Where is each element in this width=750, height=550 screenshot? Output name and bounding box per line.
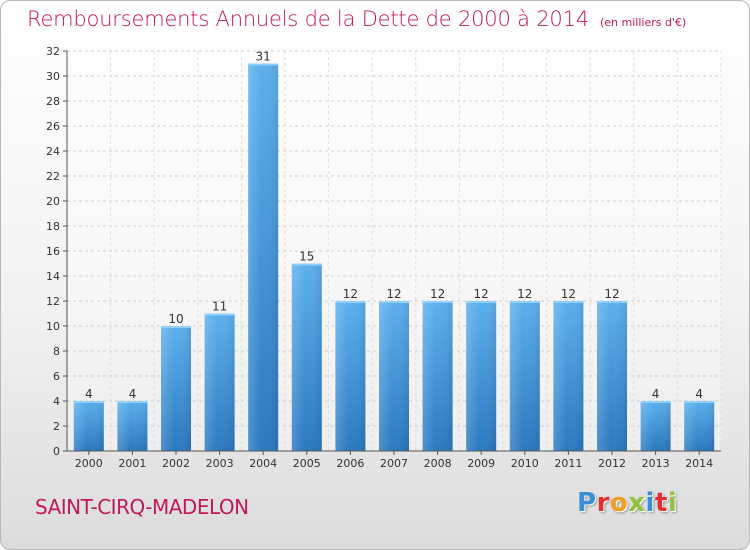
x-tick-label: 2001 <box>118 457 146 470</box>
data-label: 12 <box>386 287 401 301</box>
data-label: 12 <box>430 287 445 301</box>
y-tick-label: 8 <box>53 345 60 358</box>
x-tick-label: 2005 <box>293 457 321 470</box>
bar-cap <box>248 63 279 66</box>
x-tick-label: 2013 <box>642 457 670 470</box>
bar-cap <box>291 263 322 266</box>
x-tick-label: 2012 <box>598 457 626 470</box>
bar-cap <box>684 401 715 403</box>
data-label: 12 <box>561 287 576 301</box>
y-tick-label: 16 <box>46 245 60 258</box>
bar-cap <box>640 401 671 403</box>
data-label: 31 <box>256 50 271 64</box>
x-tick-label: 2007 <box>380 457 408 470</box>
x-tick-label: 2000 <box>75 457 103 470</box>
bar-cap <box>335 301 366 303</box>
x-tick-label: 2011 <box>554 457 582 470</box>
bar-shine <box>684 401 715 451</box>
chart-title: Remboursements Annuels de la Dette de 20… <box>27 7 686 31</box>
data-label: 12 <box>343 287 358 301</box>
bar-cap <box>422 301 453 303</box>
bar-shine <box>161 326 191 451</box>
bar-shine <box>509 301 540 451</box>
y-tick-label: 6 <box>53 370 60 383</box>
bar-shine <box>422 301 453 451</box>
x-tick-label: 2002 <box>162 457 190 470</box>
y-tick-label: 12 <box>46 295 60 308</box>
bar-shine <box>466 301 497 451</box>
y-tick-label: 0 <box>53 445 60 458</box>
bars: 4 4 10 11 31 15 12 12 12 12 12 12 12 4 4 <box>73 50 715 451</box>
x-tick-label: 2014 <box>685 457 713 470</box>
y-tick-label: 20 <box>46 195 60 208</box>
y-tick-label: 10 <box>46 320 60 333</box>
bar-cap <box>553 301 584 303</box>
y-tick-label: 14 <box>46 270 60 283</box>
data-label: 10 <box>168 312 183 326</box>
x-tick-label: 2008 <box>424 457 452 470</box>
data-label: 4 <box>652 387 660 401</box>
bar-cap <box>509 301 540 303</box>
x-tick-label: 2010 <box>511 457 539 470</box>
y-tick-label: 2 <box>53 420 60 433</box>
bar-shine <box>335 301 366 451</box>
logo-letter: P <box>577 488 597 518</box>
y-tick-label: 24 <box>46 145 60 158</box>
data-label: 11 <box>212 300 227 314</box>
data-label: 12 <box>474 287 489 301</box>
y-tick-label: 26 <box>46 120 60 133</box>
bar-shine <box>553 301 584 451</box>
town-name: SAINT-CIRQ-MADELON <box>35 495 249 519</box>
logo-letter: i <box>667 488 678 518</box>
x-tick-label: 2004 <box>249 457 277 470</box>
bar-shine <box>379 301 409 451</box>
data-label: 12 <box>517 287 532 301</box>
y-tick-label: 30 <box>46 70 60 83</box>
x-tick-label: 2003 <box>206 457 234 470</box>
data-label: 4 <box>695 387 703 401</box>
y-tick-label: 28 <box>46 95 60 108</box>
bar-shine <box>640 401 671 451</box>
y-tick-label: 32 <box>46 45 60 58</box>
bar-shine <box>248 63 279 451</box>
logo-letter: x <box>628 488 646 518</box>
data-label: 12 <box>604 287 619 301</box>
data-label: 4 <box>85 387 93 401</box>
bar-shine <box>73 401 104 451</box>
x-tick-label: 2009 <box>467 457 495 470</box>
data-label: 4 <box>129 387 137 401</box>
y-tick-label: 22 <box>46 170 60 183</box>
chart-title-main: Remboursements Annuels de la Dette de 20… <box>27 7 589 31</box>
bar-cap <box>73 401 104 403</box>
bar-shine <box>291 263 322 451</box>
x-tick-label: 2006 <box>336 457 364 470</box>
bar-cap <box>466 301 497 303</box>
proxiti-logo: Proxiti <box>577 488 677 518</box>
bar-shine <box>117 401 148 451</box>
bar-cap <box>204 313 235 316</box>
logo-letter: i <box>645 488 655 518</box>
logo-letter: t <box>654 488 668 518</box>
logo-letter: o <box>609 488 629 518</box>
bar-cap <box>161 326 191 328</box>
bar-cap <box>117 401 148 403</box>
logo-letter: r <box>596 488 610 518</box>
data-label: 15 <box>299 250 314 264</box>
bar-cap <box>379 301 409 303</box>
bar-cap <box>597 301 627 303</box>
bar-shine <box>597 301 627 451</box>
y-tick-label: 4 <box>53 395 60 408</box>
chart-title-unit: (en milliers d'€) <box>600 16 687 29</box>
bar-shine <box>204 313 235 451</box>
y-tick-label: 18 <box>46 220 60 233</box>
